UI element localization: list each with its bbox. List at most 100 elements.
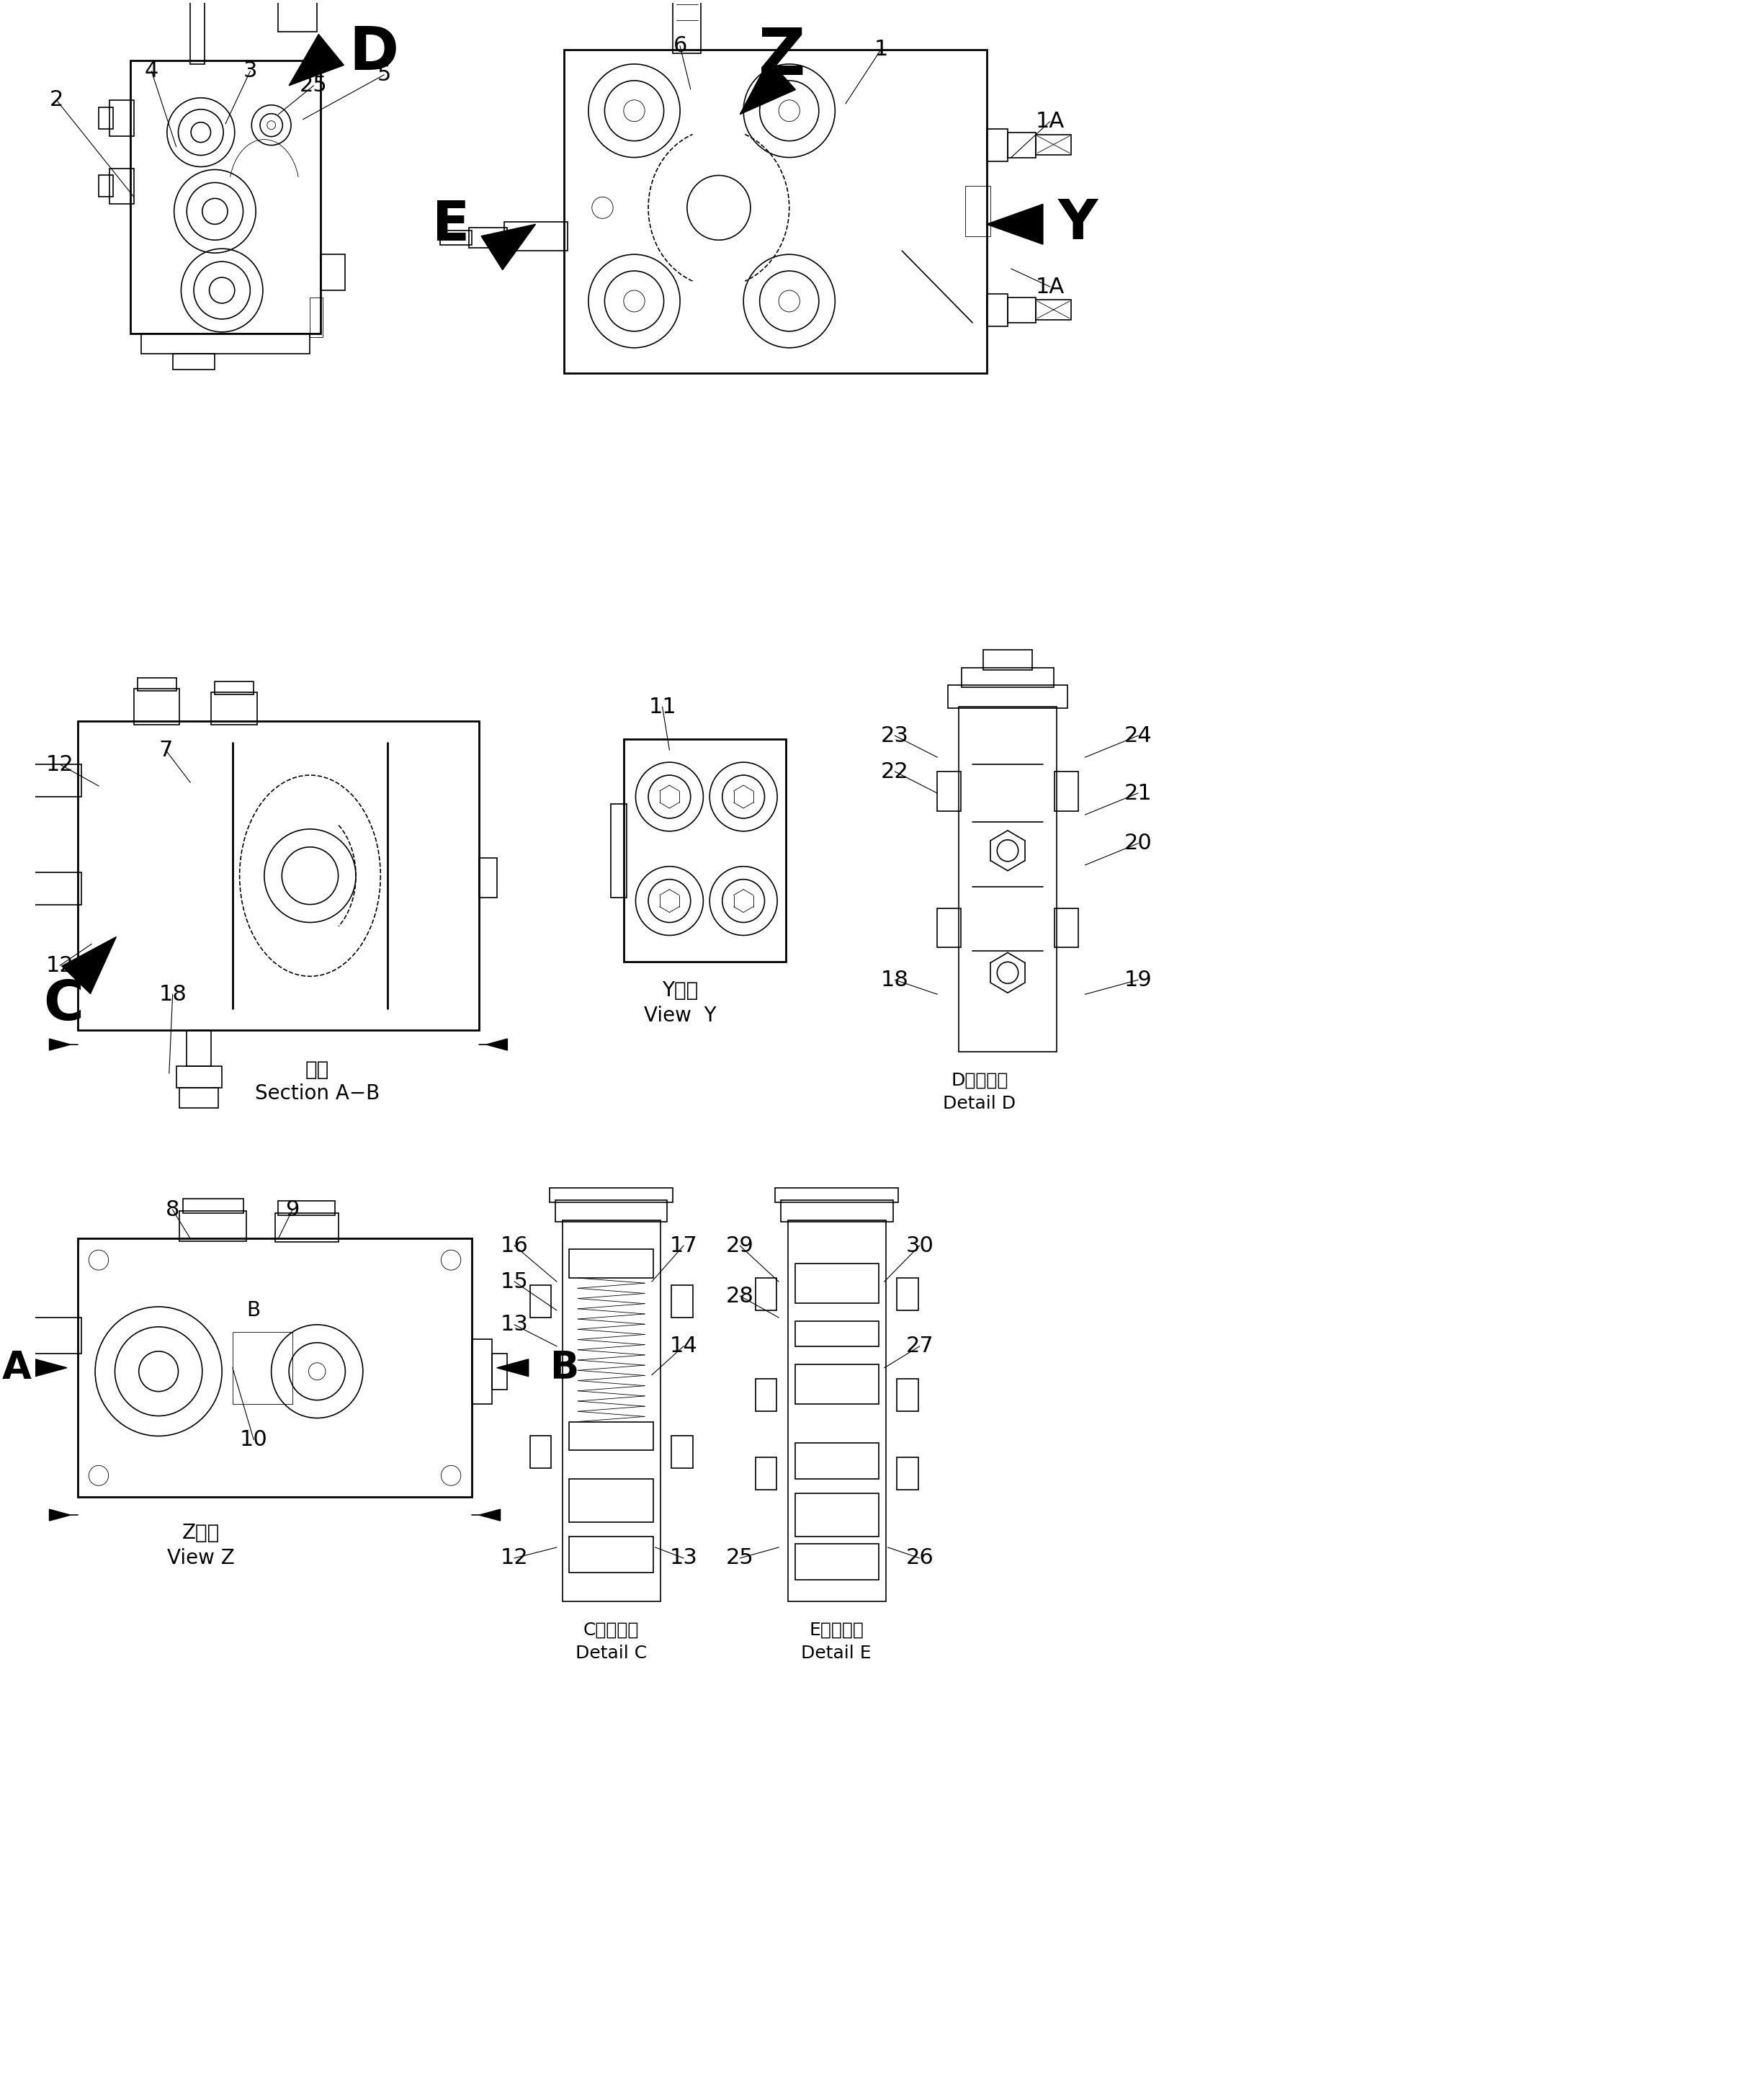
Polygon shape (49, 1038, 71, 1051)
Text: 12: 12 (46, 954, 74, 975)
Text: 13: 13 (501, 1315, 529, 1336)
Polygon shape (49, 1510, 71, 1520)
Text: 25: 25 (727, 1548, 753, 1569)
Text: 13: 13 (670, 1548, 697, 1569)
Text: 12: 12 (46, 755, 74, 776)
Text: Y　視: Y 視 (662, 981, 699, 1000)
Polygon shape (482, 224, 536, 271)
Text: 11: 11 (649, 696, 676, 717)
Text: 1A: 1A (1035, 277, 1064, 298)
Text: 4: 4 (145, 61, 159, 82)
Bar (469, 229, 508, 247)
Bar (947, 686, 1067, 709)
Text: 17: 17 (670, 1235, 697, 1256)
Bar (233, 1332, 293, 1403)
Bar (180, 1212, 247, 1241)
Text: 1A: 1A (1035, 111, 1064, 132)
Bar (624, 740, 785, 963)
Text: C　詳　細: C 詳 細 (584, 1621, 639, 1638)
Bar (672, 1436, 693, 1468)
Text: 29: 29 (727, 1235, 753, 1256)
Text: 18: 18 (880, 969, 908, 990)
Bar (1035, 300, 1071, 319)
Text: 7: 7 (159, 740, 173, 761)
Text: Z　視: Z 視 (182, 1522, 220, 1543)
Bar (275, 1214, 339, 1241)
Text: 1: 1 (873, 40, 887, 61)
Bar (570, 1422, 653, 1451)
Bar (1055, 908, 1078, 948)
Text: 16: 16 (501, 1235, 529, 1256)
Text: Y: Y (1058, 197, 1099, 252)
Bar (473, 1340, 492, 1403)
Bar (78, 1239, 473, 1497)
Bar (25, 765, 81, 797)
Bar (529, 1436, 550, 1468)
Polygon shape (739, 61, 796, 115)
Bar (492, 1353, 508, 1390)
Bar (321, 254, 346, 289)
Text: D　詳　細: D 詳 細 (951, 1072, 1007, 1088)
Bar (672, 1285, 693, 1317)
Text: 26: 26 (905, 1548, 933, 1569)
Text: 10: 10 (240, 1430, 268, 1449)
Text: C: C (44, 979, 83, 1032)
Bar (99, 176, 113, 197)
Bar (898, 1378, 919, 1411)
Polygon shape (497, 1359, 529, 1376)
Bar (173, 354, 215, 369)
Text: 23: 23 (880, 726, 908, 747)
Text: Section A−B: Section A−B (254, 1084, 379, 1103)
Text: 27: 27 (905, 1336, 933, 1357)
Text: 28: 28 (727, 1285, 753, 1306)
Text: 30: 30 (905, 1235, 933, 1256)
Bar (1035, 134, 1071, 155)
Bar (176, 1065, 222, 1088)
Text: 12: 12 (501, 1548, 529, 1569)
Bar (99, 107, 113, 128)
Bar (14, 1317, 81, 1353)
Bar (796, 1443, 878, 1478)
Bar (796, 1543, 878, 1579)
Text: 24: 24 (1124, 726, 1152, 747)
Polygon shape (487, 1038, 508, 1051)
Bar (441, 231, 473, 245)
Text: 21: 21 (1124, 782, 1152, 803)
Text: View Z: View Z (168, 1548, 235, 1569)
Bar (774, 1189, 898, 1202)
Bar (78, 721, 480, 1030)
Bar (279, 0, 318, 31)
Bar (1055, 772, 1078, 812)
Bar (958, 707, 1057, 1053)
Bar (796, 1264, 878, 1302)
Bar (610, 803, 626, 898)
Polygon shape (289, 34, 344, 86)
Text: Z: Z (759, 25, 806, 88)
Bar (187, 1030, 212, 1065)
Bar (138, 677, 176, 692)
Bar (570, 1537, 653, 1573)
Bar (986, 128, 1007, 161)
Text: 8: 8 (166, 1199, 180, 1220)
Bar (0, 768, 28, 793)
Bar (212, 692, 258, 726)
Bar (755, 1378, 776, 1411)
Text: E: E (432, 199, 469, 252)
Bar (570, 1250, 653, 1277)
Text: B: B (247, 1300, 261, 1321)
Text: 15: 15 (501, 1271, 529, 1292)
Bar (134, 690, 180, 726)
Bar (563, 1220, 660, 1602)
Bar (141, 333, 310, 354)
Bar (961, 667, 1053, 688)
Polygon shape (62, 937, 116, 994)
Bar (0, 1325, 18, 1346)
Text: 19: 19 (1124, 969, 1152, 990)
Polygon shape (35, 1359, 67, 1376)
Bar (674, 0, 700, 52)
Text: 18: 18 (159, 983, 187, 1004)
Bar (180, 1088, 219, 1107)
Polygon shape (480, 1510, 501, 1520)
Bar (550, 1189, 674, 1202)
Bar (796, 1493, 878, 1537)
